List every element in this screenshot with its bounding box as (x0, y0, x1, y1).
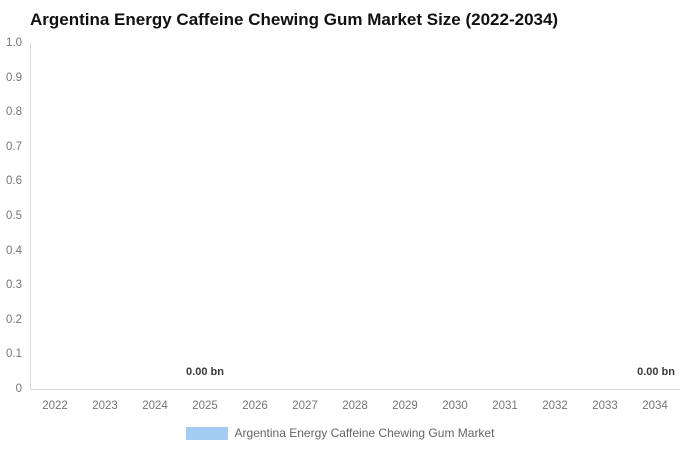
legend[interactable]: Argentina Energy Caffeine Chewing Gum Ma… (0, 426, 680, 440)
y-axis-tick-label: 0.8 (6, 106, 22, 119)
y-axis-tick-label: 1.0 (6, 37, 22, 49)
x-axis-tick-label: 2031 (492, 400, 518, 412)
x-axis-tick-label: 2024 (142, 400, 168, 412)
data-label-2025: 0.00 bn (186, 366, 224, 378)
x-axis-tick-label: 2027 (292, 400, 318, 412)
x-axis-tick-label: 2034 (642, 400, 668, 412)
y-axis-tick-label: 0.1 (6, 348, 22, 361)
y-axis-tick-label: 0 (15, 382, 22, 395)
y-axis-tick-label: 0.7 (6, 140, 22, 153)
plot-area (30, 43, 680, 390)
x-axis-tick-label: 2026 (242, 400, 268, 412)
y-axis-tick-label: 0.9 (6, 71, 22, 84)
x-axis-tick-label: 2033 (592, 400, 618, 412)
x-axis-tick-label: 2022 (42, 400, 68, 412)
x-axis: 2022 2023 2024 2025 2026 2027 2028 2029 … (30, 400, 680, 412)
y-axis-tick-label: 0.5 (6, 209, 22, 222)
x-axis-tick-label: 2030 (442, 400, 468, 412)
legend-series-label: Argentina Energy Caffeine Chewing Gum Ma… (234, 426, 495, 440)
chart-title: Argentina Energy Caffeine Chewing Gum Ma… (30, 10, 559, 29)
y-axis-tick-label: 0.3 (6, 279, 22, 292)
x-axis-tick-label: 2032 (542, 400, 568, 412)
y-axis-tick-label: 0.6 (6, 175, 22, 188)
legend-swatch-icon (185, 426, 228, 440)
x-axis-tick-label: 2028 (342, 400, 368, 412)
x-axis-tick-label: 2025 (192, 400, 218, 412)
y-axis-tick-label: 0.2 (6, 313, 22, 326)
y-axis-tick-label: 0.4 (6, 244, 22, 257)
x-axis-tick-label: 2023 (92, 400, 118, 412)
y-axis: 1.0 0.9 0.8 0.7 0.6 0.5 0.4 0.3 0.2 0.1 … (0, 36, 22, 396)
data-label-2034: 0.00 bn (637, 366, 675, 378)
x-axis-tick-label: 2029 (392, 400, 418, 412)
